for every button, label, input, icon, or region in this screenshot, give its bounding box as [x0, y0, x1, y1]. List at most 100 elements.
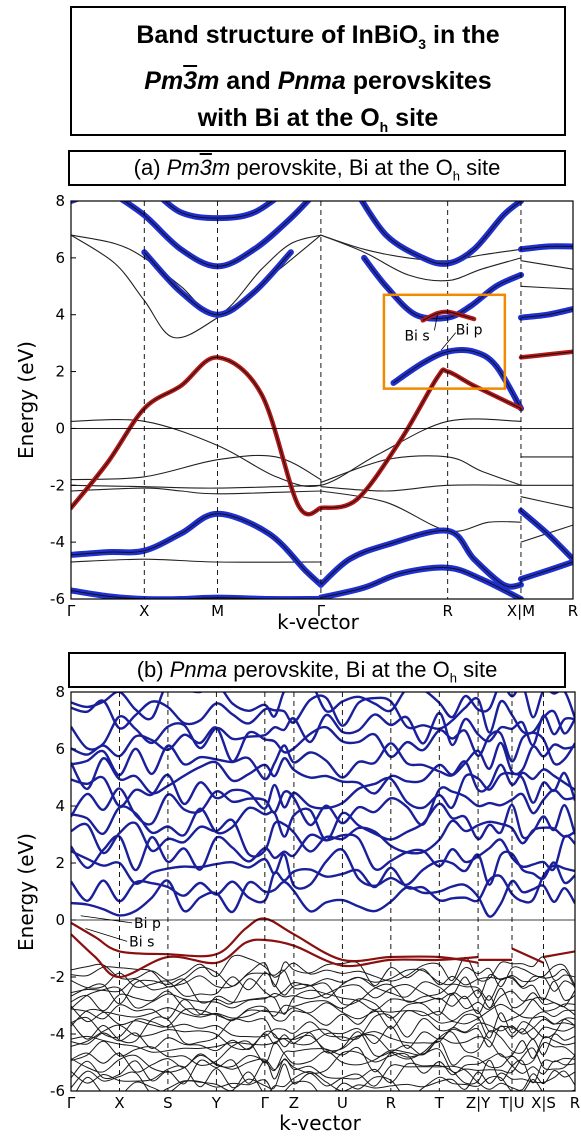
y-tick-label: 4: [55, 797, 65, 815]
x-tick-label: Γ: [317, 602, 326, 620]
band-line: [320, 490, 522, 532]
annotation-leader: [80, 915, 133, 924]
y-tick-label: 0: [55, 419, 65, 437]
x-tick-label: X|S: [531, 1094, 556, 1112]
x-tick-label: Z|Y: [466, 1094, 491, 1112]
band-core-line: [320, 567, 522, 599]
y-tick-label: 6: [55, 249, 65, 267]
band-core-line: [320, 369, 522, 509]
y-tick-label: 8: [55, 683, 65, 701]
y-tick-label: -4: [50, 533, 65, 551]
x-tick-label: R: [442, 602, 452, 620]
y-tick-label: 6: [55, 740, 65, 758]
y-tick-label: 0: [55, 911, 65, 929]
band-line: [71, 694, 575, 735]
x-tick-label: U: [337, 1094, 348, 1112]
x-tick-label: Γ: [67, 602, 76, 620]
annotation-leader: [434, 314, 438, 331]
plot-frame-a: [70, 200, 574, 600]
band-core-line: [71, 590, 321, 599]
band-line: [320, 234, 522, 282]
y-tick-label: -6: [50, 1082, 65, 1100]
band-core-line: [143, 251, 292, 316]
band-line: [71, 510, 324, 588]
band-line: [71, 917, 479, 964]
x-tick-label: Y: [211, 1094, 222, 1112]
x-tick-label: T|U: [498, 1094, 524, 1112]
y-tick-label: 2: [55, 854, 65, 872]
band-core-line: [71, 201, 274, 219]
x-tick-label: Γ: [67, 1094, 76, 1112]
band-line: [320, 484, 522, 492]
band-line: [71, 771, 575, 810]
annotation-bi-s: Bi s: [404, 328, 429, 344]
band-core-line: [393, 349, 522, 409]
band-line: [71, 741, 575, 781]
x-tick-label: T: [434, 1094, 445, 1112]
band-core-line: [520, 351, 573, 358]
annotation-bi-p: Bi p: [456, 323, 483, 339]
x-axis-label-a: k-vector: [277, 610, 359, 634]
band-line: [520, 260, 573, 270]
band-line: [71, 234, 322, 339]
annotation-bi-s: Bi s: [129, 934, 154, 950]
band-line: [71, 1016, 575, 1045]
title-line-3: with Bi at the Oh site: [197, 104, 439, 135]
band-line: [71, 989, 575, 1016]
band-line: [71, 201, 278, 222]
band-line: [520, 496, 573, 509]
band-core-line: [520, 245, 573, 250]
x-tick-label: M: [211, 602, 224, 620]
annotation-bi-p: Bi p: [134, 916, 161, 932]
band-core-line: [520, 561, 573, 580]
band-line: [71, 864, 575, 904]
band-line: [71, 355, 324, 517]
band-line: [543, 950, 575, 959]
x-tick-label: X|M: [507, 602, 535, 620]
band-core-line: [361, 201, 522, 265]
panel-b-label: (b) Pnma perovskite, Bi at the Oh site: [68, 652, 566, 688]
x-tick-label: X: [139, 602, 149, 620]
title-line-2: Pm3m and Pnma perovskites: [144, 67, 492, 95]
band-core-line: [363, 257, 522, 320]
band-line: [71, 933, 479, 979]
band-core-line: [71, 513, 322, 586]
y-tick-label: -6: [50, 590, 65, 608]
band-line: [71, 1046, 575, 1074]
y-tick-label: 8: [55, 192, 65, 210]
band-line: [71, 879, 575, 918]
x-tick-label: S: [163, 1094, 173, 1112]
x-tick-label: Γ: [261, 1094, 270, 1112]
figure-title: Band structure of InBiO3 in the Pm3m and…: [70, 6, 566, 136]
title-line-1: Band structure of InBiO3 in the: [136, 21, 500, 52]
annotation-leader: [440, 332, 457, 351]
band-line: [518, 306, 573, 321]
band-core-line: [520, 510, 573, 560]
x-tick-label: Z: [289, 1094, 299, 1112]
x-tick-label: R: [568, 602, 578, 620]
x-axis-label-b: k-vector: [279, 1111, 361, 1135]
y-tick-label: 4: [55, 306, 65, 324]
highlight-box: [382, 293, 507, 390]
y-tick-label: -2: [50, 476, 65, 494]
annotation-leader: [85, 928, 128, 942]
band-core-line: [71, 356, 322, 515]
band-line: [71, 418, 522, 488]
band-line: [520, 285, 573, 290]
band-core-line: [520, 308, 573, 319]
band-line: [71, 995, 575, 1023]
band-line: [71, 487, 322, 495]
band-line: [511, 947, 544, 964]
band-line: [71, 454, 322, 481]
y-tick-label: 2: [55, 363, 65, 381]
x-tick-label: X: [114, 1094, 124, 1112]
band-core-line: [320, 529, 522, 588]
band-line: [71, 484, 322, 489]
y-tick-label: -2: [50, 968, 65, 986]
plot-frame-b: [70, 691, 576, 1092]
x-tick-label: R: [386, 1094, 396, 1112]
y-axis-label-a: Energy (eV): [14, 341, 38, 459]
chart-panel-b: -6 -4 -2 0 2 4 6 8 Γ X S Y Γ Z U R T Z|Y T|U X|S R Bi p Bi s k…: [14, 683, 580, 1135]
panel-a-label: (a) Pm3m perovskite, Bi at the Oh site: [68, 150, 566, 186]
band-line: [71, 558, 322, 563]
